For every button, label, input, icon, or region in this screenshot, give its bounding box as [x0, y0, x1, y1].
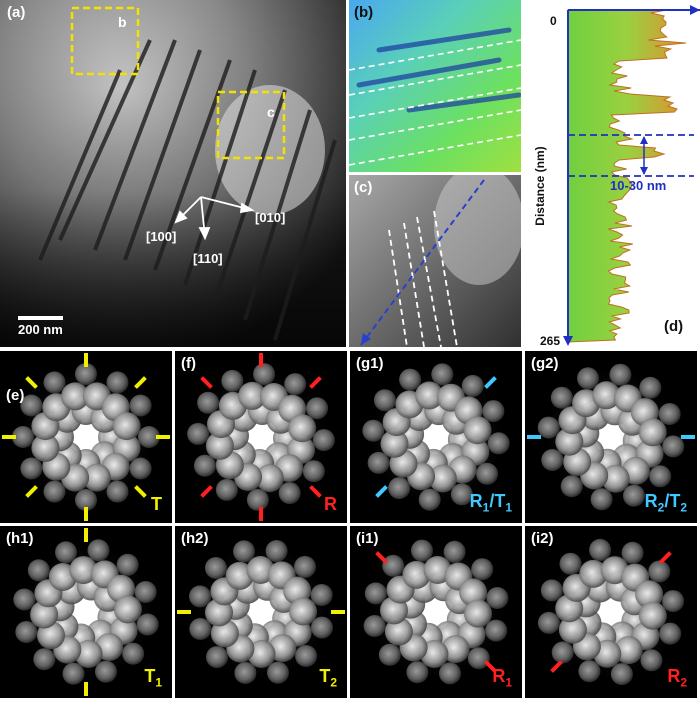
- d-tick-top: 0: [550, 14, 557, 28]
- cbed-phase-tag: R: [324, 494, 337, 515]
- cbed-pattern: [537, 538, 685, 686]
- cbed-panel-label: (i2): [531, 530, 554, 547]
- d-annotation: 10-30 nm: [610, 178, 667, 193]
- tag-sub: 2: [680, 676, 687, 690]
- cbed-pattern: [362, 363, 510, 511]
- panel-a-graphic: [0, 0, 346, 347]
- cbed-panel: (i1) R1: [350, 526, 522, 698]
- direction-010: [010]: [255, 210, 286, 225]
- cbed-panel-label: (h2): [181, 530, 209, 547]
- tag-second: /T: [489, 491, 506, 512]
- cbed-panel: (g1) R1/T1: [350, 351, 522, 523]
- direction-100: [100]: [146, 229, 177, 244]
- scale-bar-label: 200 nm: [18, 322, 63, 337]
- cbed-panel-label: (g1): [356, 355, 384, 372]
- cbed-pattern: [13, 528, 159, 696]
- panel-b-label: (b): [354, 4, 374, 21]
- cbed-phase-tag: R1: [492, 666, 512, 690]
- d-axis-label: Distance (nm): [533, 146, 547, 226]
- cbed-phase-tag: R1/T1: [470, 491, 512, 515]
- tag-main: R: [324, 494, 337, 514]
- cbed-panel: (g2) R2/T2: [525, 351, 697, 523]
- cbed-panel: (i2) R2: [525, 526, 697, 698]
- cbed-phase-tag: T2: [319, 666, 337, 690]
- cbed-pattern: [363, 539, 509, 685]
- tag-sub: 1: [155, 676, 162, 690]
- cbed-pattern: [2, 353, 170, 521]
- d-tick-bottom: 265: [540, 334, 561, 348]
- cbed-panel-label: (g2): [531, 355, 559, 372]
- panel-d-label: (d): [664, 318, 684, 335]
- tag-main: R: [644, 491, 658, 512]
- panel-a-tem-image: (a) b c [100] [010] [110] 200 nm: [0, 0, 346, 347]
- cbed-phase-tag: R2: [667, 666, 687, 690]
- cbed-panel-label: (h1): [6, 530, 34, 547]
- cbed-pattern: [527, 363, 695, 511]
- tag-main: R: [492, 666, 506, 687]
- box-c-label: c: [267, 104, 275, 120]
- tag-sub: 2: [657, 501, 665, 515]
- panel-c-tem-zoom: (c): [349, 175, 521, 347]
- cbed-pattern: [177, 540, 345, 684]
- cbed-panel-label: (i1): [356, 530, 379, 547]
- cbed-panel: (h1) T1: [0, 526, 172, 698]
- tag-second: /T: [664, 491, 681, 512]
- panel-d-graphic: [563, 5, 700, 346]
- box-b-label: b: [118, 14, 127, 30]
- tag-main: T: [144, 666, 156, 687]
- panel-a-label: (a): [7, 4, 26, 21]
- tag-main: R: [667, 666, 681, 687]
- d-axis-title: Distance (nm): [526, 146, 556, 225]
- panel-d-profile: 0 265 10-30 nm (d): [524, 0, 700, 348]
- cbed-panel: (h2) T2: [175, 526, 347, 698]
- cbed-phase-tag: T1: [144, 666, 162, 690]
- tag-main: R: [469, 491, 483, 512]
- cbed-panel: (f) R: [175, 351, 347, 523]
- cbed-phase-tag: T: [151, 494, 162, 515]
- tag-sub: 2: [330, 676, 337, 690]
- panel-b-graphic: [349, 0, 521, 172]
- cbed-panel-label: (f): [181, 355, 196, 372]
- tag-main: T: [151, 494, 162, 514]
- direction-110: [110]: [193, 251, 223, 266]
- tag-main: T: [319, 666, 331, 687]
- cbed-phase-tag: R2/T2: [645, 491, 687, 515]
- tag-sub: 1: [505, 676, 512, 690]
- panel-b-map: (b): [349, 0, 521, 172]
- cbed-panel: (e) T: [0, 351, 172, 523]
- tag-sub: 1: [482, 501, 490, 515]
- tag-second-sub: 1: [505, 501, 512, 515]
- cbed-panel-label: (e): [6, 387, 25, 404]
- cbed-pattern: [187, 353, 335, 521]
- panel-c-graphic: [349, 175, 521, 347]
- panel-c-label: (c): [354, 179, 373, 196]
- tag-second-sub: 2: [680, 501, 687, 515]
